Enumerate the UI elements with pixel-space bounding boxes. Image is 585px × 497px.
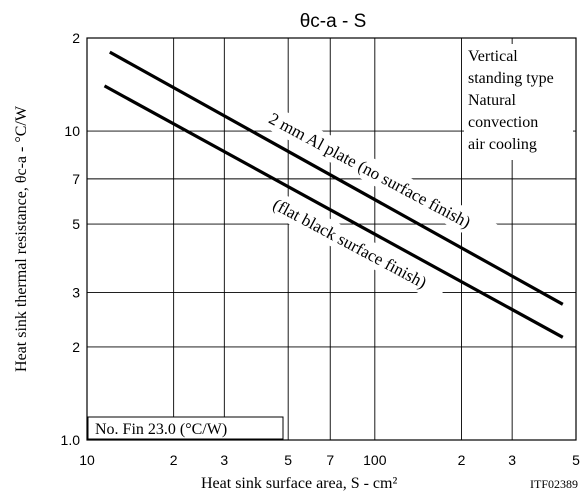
x-tick-label: 10 [79,452,95,468]
x-tick-label: 5 [284,452,292,468]
y-axis-label: Heat sink thermal resistance, θc-a - °C/… [13,105,30,372]
x-axis-label: Heat sink surface area, S - cm² [201,475,397,492]
series-1-label-bg [240,93,500,247]
x-tick-label: 3 [508,452,516,468]
series-line-1 [109,50,564,306]
y-tick-label: 2 [72,339,80,355]
y-tick-labels: 1.0 2 3 5 7 10 2 [61,30,81,448]
x-tick-label: 3 [220,452,228,468]
x-tick-label: 5 [572,452,580,468]
x-tick-label: 2 [458,452,466,468]
y-tick-label: 10 [64,123,80,139]
conditions-text: Vertical standing type Natural convectio… [468,48,554,153]
chart-title: θc-a - S [300,11,367,32]
conditions-box [464,44,573,160]
condition-line-1: Vertical [468,48,518,65]
plot-frame [86,37,577,441]
figure-code: ITF02389 [530,477,578,491]
condition-line-4: convection [468,114,538,131]
condition-line-5: air cooling [468,136,537,153]
y-tick-label: 3 [72,285,80,301]
x-tick-labels: 10 2 3 5 7 100 2 3 5 [79,452,580,468]
condition-line-2: standing type [468,70,554,87]
x-tick-label: 2 [170,452,178,468]
series-line-2 [103,84,564,339]
series-2-label: (flat black surface finish) [270,195,430,292]
x-tick-label: 100 [363,452,387,468]
series-lines [103,50,564,339]
y-tick-label: 7 [72,171,80,187]
no-fin-label: No. Fin 23.0 (°C/W) [95,421,227,438]
no-fin-box [87,416,284,440]
series-2-label-bg [251,182,449,304]
x-tick-label: 7 [326,452,334,468]
y-tick-label: 1.0 [61,432,81,448]
condition-line-3: Natural [468,92,517,109]
y-tick-label: 2 [72,30,80,46]
y-tick-label: 5 [72,216,80,232]
